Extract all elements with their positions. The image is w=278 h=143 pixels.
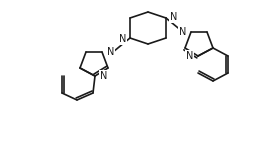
- Text: N: N: [100, 71, 107, 81]
- Text: N: N: [107, 47, 114, 57]
- Text: N: N: [119, 34, 126, 44]
- Text: N: N: [179, 27, 186, 37]
- Text: N: N: [170, 12, 177, 22]
- Text: N: N: [186, 51, 193, 61]
